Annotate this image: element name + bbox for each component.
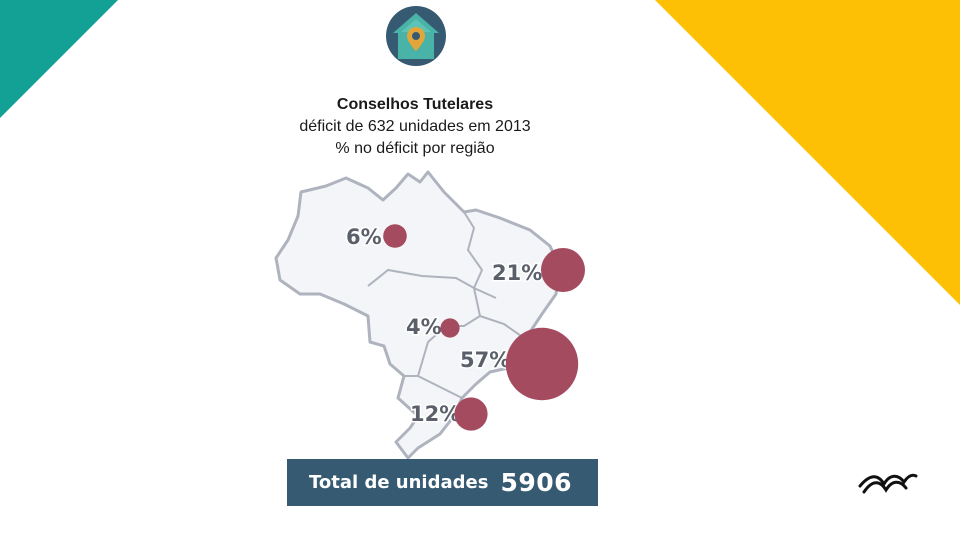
yellow-corner-decoration [655, 0, 960, 305]
map-caption: % no déficit por região [335, 140, 495, 157]
region-bubble-sul [454, 397, 488, 431]
region-border-sudeste-sul [417, 375, 463, 399]
region-bubble-centro-oeste [440, 318, 460, 338]
region-bubble-norte [383, 224, 407, 248]
region-bubble-nordeste [541, 248, 585, 292]
map-title: Conselhos Tutelares [336, 96, 494, 113]
region-label-centro-oeste: 4% [406, 315, 442, 339]
total-units-bar: Total de unidades 5906 [287, 459, 598, 506]
region-label-sudeste: 57% [460, 348, 510, 372]
region-border-nordeste-sudeste [479, 315, 525, 339]
teal-corner-decoration [0, 0, 118, 118]
region-label-sul: 12% [410, 402, 460, 426]
map-subtitle: déficit de 632 unidades em 2013 [299, 118, 531, 135]
brazil-region-map: 6% 21% 4% 57% 12% [274, 170, 585, 460]
region-bubble-sudeste [505, 327, 579, 401]
total-units-value: 5906 [500, 468, 573, 497]
region-label-norte: 6% [346, 225, 382, 249]
house-location-pin-icon [386, 6, 446, 66]
region-border-norte-nordeste [463, 211, 497, 299]
brand-wave-logo [858, 473, 918, 494]
region-border-norte-centro-oeste [367, 268, 475, 289]
total-units-label: Total de unidades [309, 472, 489, 493]
region-label-nordeste: 21% [492, 261, 542, 285]
brazil-outline [274, 170, 562, 460]
map-title-block: Conselhos Tutelares déficit de 632 unida… [240, 94, 590, 160]
